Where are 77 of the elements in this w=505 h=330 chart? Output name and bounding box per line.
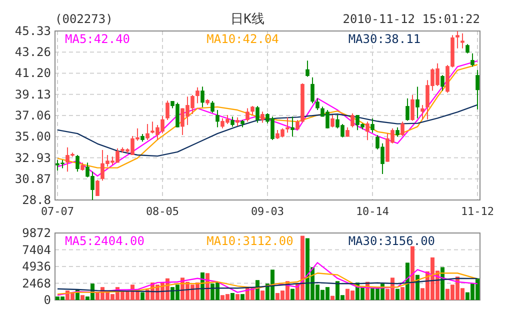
candlestick: [290, 116, 294, 138]
y-tick-label: 7404: [22, 242, 51, 257]
y-tick-label: 43.26: [14, 45, 51, 60]
y-tick-label: 4936: [22, 260, 51, 274]
bar: [140, 292, 144, 300]
candlestick: [306, 60, 310, 78]
candlestick: [286, 116, 290, 134]
line-series: [56, 262, 478, 296]
candlestick: [370, 118, 374, 134]
candlestick: [466, 44, 470, 54]
y-tick-label: 30.87: [14, 172, 51, 186]
bar: [410, 246, 414, 300]
x-tick-label: 11-12: [460, 205, 494, 218]
x-tick-label: 08-05: [146, 205, 180, 218]
candlestick: [146, 124, 150, 140]
candlestick: [76, 154, 80, 172]
text: MA10:3112.00: [206, 234, 294, 248]
candlestick: [196, 86, 200, 104]
bar: [236, 294, 240, 300]
y-tick-label: 37.06: [14, 108, 51, 123]
bar: [290, 288, 294, 300]
y-tick-label: 32.93: [14, 150, 51, 165]
candlestick: [366, 121, 370, 141]
bar: [406, 262, 410, 300]
y-tick-label: 35.00: [14, 130, 51, 144]
candlestick: [210, 100, 214, 114]
bar: [400, 287, 404, 300]
candlestick: [330, 114, 334, 128]
candlestick: [166, 100, 170, 121]
text: MA30:3156.00: [348, 234, 436, 248]
line-series: [56, 272, 478, 295]
candlestick: [460, 32, 464, 49]
bar: [230, 293, 234, 300]
y-tick-label: 45.33: [14, 24, 51, 38]
text: MA5:42.40: [65, 32, 130, 46]
text: 2010-11-12 15:01:22: [342, 12, 480, 26]
candlestick: [440, 74, 444, 92]
y-tick-label: 28.8: [22, 193, 51, 207]
y-tick-label: 2468: [22, 276, 51, 290]
candlestick: [470, 52, 474, 68]
candlestick: [406, 98, 410, 122]
candlestick: [350, 112, 354, 128]
candlestick: [296, 120, 300, 130]
x-tick-label: 09-03: [250, 205, 284, 218]
bar: [260, 290, 264, 300]
text: MA5:2404.00: [65, 234, 144, 248]
candlestick: [96, 179, 100, 197]
candlestick: [416, 86, 420, 119]
candlestick: [456, 30, 460, 49]
candlestick: [256, 106, 260, 124]
candlestick: [310, 76, 314, 104]
y-tick-label: 39.13: [14, 87, 51, 102]
candlestick: [476, 70, 480, 110]
y-tick-label: 9872: [22, 226, 51, 240]
candlestick: [260, 111, 264, 124]
candlestick: [230, 116, 234, 128]
chart-subtitle: 日K线: [230, 12, 264, 27]
candlestick: [420, 104, 424, 120]
x-tick-label: 10-14: [356, 205, 390, 218]
candlestick: [246, 108, 250, 122]
candlestick: [396, 126, 400, 138]
y-tick-label: 41.20: [14, 66, 51, 80]
candlestick: [410, 94, 414, 122]
bar: [240, 294, 244, 300]
candlestick: [400, 121, 404, 137]
x-tick-label: 07-07: [40, 205, 74, 218]
bar: [80, 295, 84, 300]
y-tick-label: 0: [44, 293, 51, 307]
candlestick: [200, 86, 204, 108]
candlestick: [216, 110, 220, 128]
text: MA30:38.11: [348, 32, 421, 46]
line-series: [56, 278, 478, 292]
candlestick: [316, 98, 320, 111]
chart-title: (002273): [55, 12, 113, 26]
bar: [330, 296, 334, 300]
bar: [396, 288, 400, 300]
text: MA10:42.04: [206, 32, 279, 46]
